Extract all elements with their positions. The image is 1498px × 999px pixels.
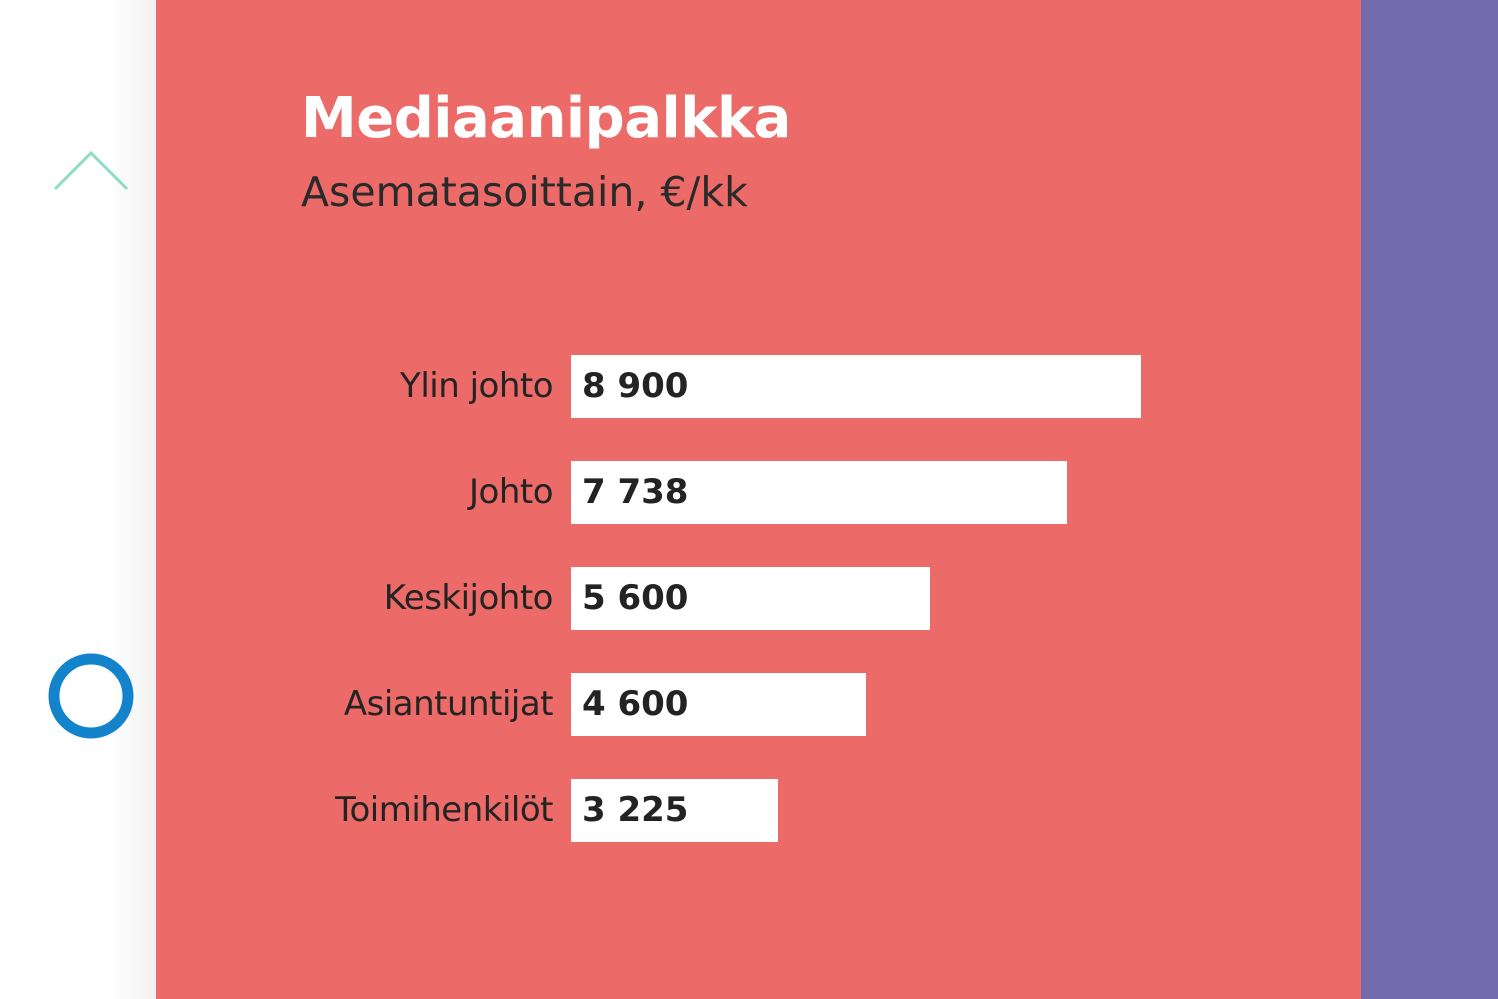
bar-value-label: 4 600 [582, 684, 689, 724]
category-label: Johto [468, 472, 554, 512]
category-label: Asiantuntijat [343, 684, 554, 724]
bar-value-label: 8 900 [582, 366, 689, 406]
bar [571, 567, 930, 630]
bar-chart: Ylin johto 8 900 Johto 7 738 Keskijohto 5 600… [156, 0, 1361, 999]
category-label: Keskijohto [383, 578, 554, 618]
category-label: Ylin johto [400, 366, 553, 406]
bar [571, 355, 1141, 418]
bar [571, 461, 1067, 524]
bar-value-label: 7 738 [582, 472, 689, 512]
category-label: Toimihenkilöt [334, 790, 554, 830]
chart-subtitle: Asematasoittain, €/kk [301, 168, 748, 216]
chevron-up-icon[interactable] [52, 146, 130, 194]
bar-value-label: 5 600 [582, 578, 689, 618]
bar-value-label: 3 225 [582, 790, 689, 830]
right-side-panel [1361, 0, 1498, 999]
ring-icon[interactable] [47, 652, 135, 740]
chart-title: Mediaanipalkka [301, 86, 791, 151]
bar [571, 779, 778, 842]
chart-panel: Mediaanipalkka Asematasoittain, €/kk Yli… [156, 0, 1361, 999]
sidebar [0, 0, 156, 999]
bar [571, 673, 866, 736]
